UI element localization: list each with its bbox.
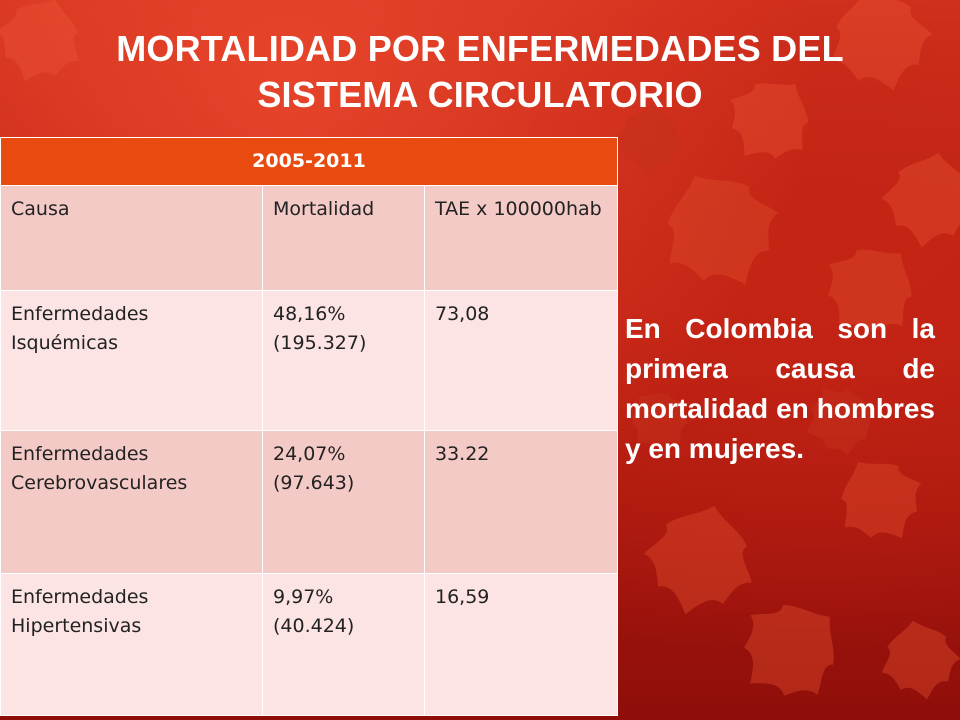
table-row: Enfermedades Isquémicas 48,16% (195.327)… xyxy=(0,290,618,431)
cell-tae: 33.22 xyxy=(424,430,618,574)
cell-causa: Enfermedades Hipertensivas xyxy=(0,573,263,716)
cell-tae: 73,08 xyxy=(424,290,618,431)
cell-causa: Enfermedades Cerebrovasculares xyxy=(0,430,263,574)
column-header-mortalidad: Mortalidad xyxy=(262,185,425,291)
mortality-table: 2005-2011 Causa Mortalidad TAE x 100000h… xyxy=(0,137,618,716)
column-header-causa: Causa xyxy=(0,185,263,291)
cell-mortalidad: 9,97% (40.424) xyxy=(262,573,425,716)
title-line-2: SISTEMA CIRCULATORIO xyxy=(257,74,703,115)
cell-mortalidad: 24,07% (97.643) xyxy=(262,430,425,574)
cell-causa: Enfermedades Isquémicas xyxy=(0,290,263,431)
cell-mortalidad: 48,16% (195.327) xyxy=(262,290,425,431)
column-header-tae: TAE x 100000hab xyxy=(424,185,618,291)
period-header: 2005-2011 xyxy=(0,137,618,186)
table-row: Enfermedades Hipertensivas 9,97% (40.424… xyxy=(0,573,618,716)
table-column-headers: Causa Mortalidad TAE x 100000hab xyxy=(0,185,618,291)
table-row: Enfermedades Cerebrovasculares 24,07% (9… xyxy=(0,430,618,574)
cell-tae: 16,59 xyxy=(424,573,618,716)
title-line-1: MORTALIDAD POR ENFERMEDADES DEL xyxy=(116,28,844,69)
side-note: En Colombia son la primera causa de mort… xyxy=(625,313,935,464)
page-title: MORTALIDAD POR ENFERMEDADES DEL SISTEMA … xyxy=(40,26,920,118)
